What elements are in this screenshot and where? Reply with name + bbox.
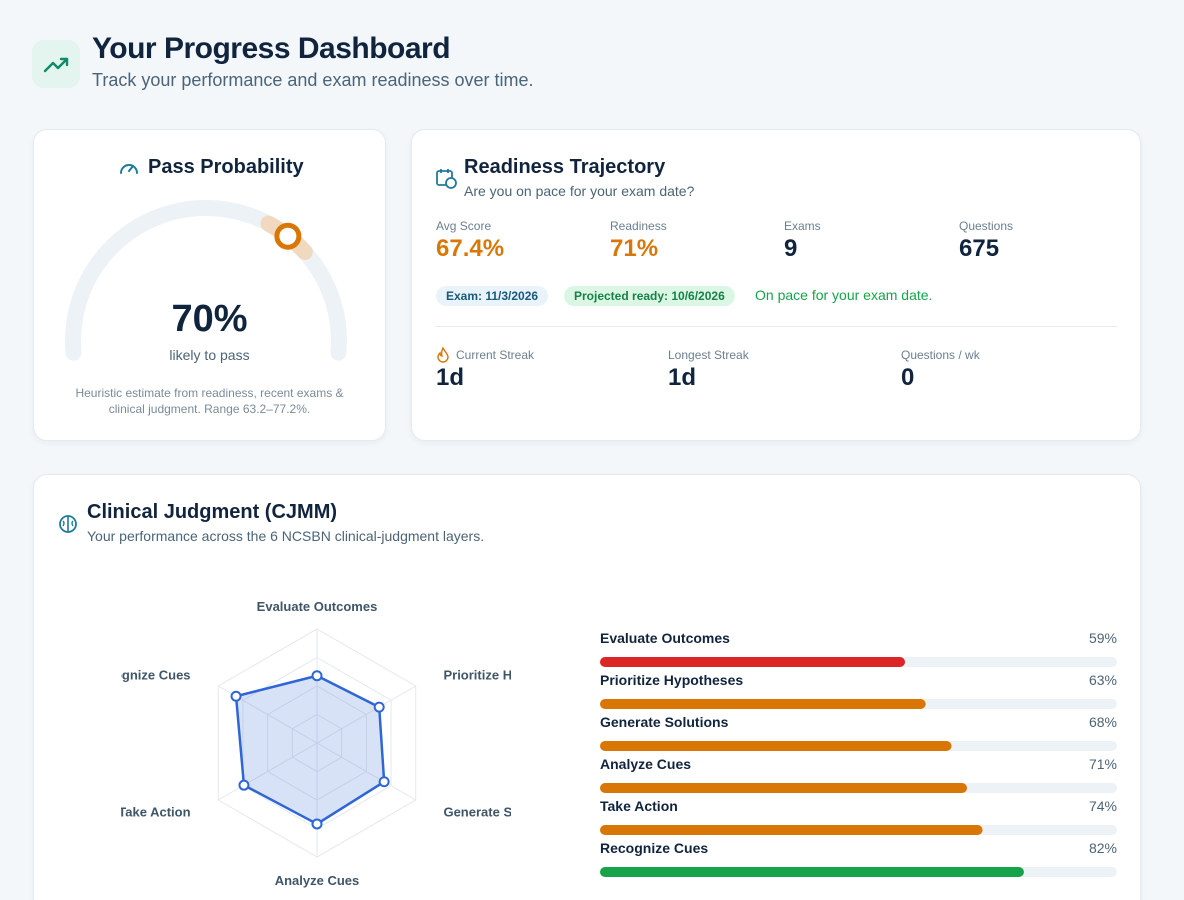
stat-label: Questions xyxy=(959,219,1014,233)
divider xyxy=(436,326,1117,327)
streak-label: Longest Streak xyxy=(668,348,749,362)
bar-label: Take Action xyxy=(600,798,678,814)
streak-value: 1d xyxy=(668,364,697,391)
radar-label: Analyze Cues xyxy=(275,873,360,888)
gauge-marker xyxy=(274,222,302,250)
stat-value: 675 xyxy=(959,235,1000,262)
radar-area xyxy=(234,674,386,826)
stat-label: Exams xyxy=(784,219,821,233)
radar-label: Generate Solutions xyxy=(443,804,511,819)
gauge-note: Heuristic estimate from readiness, recen… xyxy=(75,386,344,416)
bar-value-label: 63% xyxy=(1089,672,1117,688)
streak-label: Current Streak xyxy=(456,348,535,362)
radar-point xyxy=(311,670,323,682)
radar-point xyxy=(373,701,385,713)
bar-list: Evaluate Outcomes 59% Prioritize Hypothese… xyxy=(600,630,1117,877)
bar-label: Prioritize Hypotheses xyxy=(600,672,743,688)
bar-label: Generate Solutions xyxy=(600,714,729,730)
stat-value: 71% xyxy=(610,235,659,262)
bar xyxy=(600,657,906,667)
exam-badge: Exam: 11/3/2026 xyxy=(436,286,549,306)
gauge xyxy=(65,200,347,361)
radar-point xyxy=(378,776,390,788)
radar-spoke xyxy=(316,685,416,744)
bar-label: Analyze Cues xyxy=(600,756,691,772)
card-title: Clinical Judgment (CJMM) xyxy=(87,501,338,523)
trend-icon xyxy=(43,57,69,73)
gauge-caption: likely to pass xyxy=(169,347,250,363)
stat-label: Avg Score xyxy=(436,219,492,233)
card-title: Readiness Trajectory xyxy=(464,156,666,178)
streak-value: 1d xyxy=(436,364,465,391)
brain-icon xyxy=(59,515,77,533)
radar-label: Take Action xyxy=(121,804,191,819)
status-text: On pace for your exam date. xyxy=(755,287,933,303)
bar xyxy=(600,699,926,709)
radar-label: Evaluate Outcomes xyxy=(257,599,378,614)
card-subtitle: Are you on pace for your exam date? xyxy=(464,183,695,199)
cjmm-card: Clinical Judgment (CJMM) Your performanc… xyxy=(33,474,1141,900)
radar-chart: Evaluate Outcomes Prioritize Hypotheses Ge… xyxy=(121,599,511,888)
radar-label: Prioritize Hypotheses xyxy=(443,668,511,683)
radar-label: Recognize Cues xyxy=(121,668,191,683)
header-icon xyxy=(32,40,80,88)
gauge-icon xyxy=(120,164,138,174)
projected-badge: Projected ready: 10/6/2026 xyxy=(564,286,735,306)
streak-value: 0 xyxy=(901,364,915,391)
bar-value-label: 74% xyxy=(1089,798,1117,814)
pass-card: Pass Probability 70% likely to pass Heur… xyxy=(33,129,386,441)
radar-spoke xyxy=(316,742,416,801)
bar xyxy=(600,783,968,793)
readiness-card: Readiness Trajectory Are you on pace for… xyxy=(411,129,1141,441)
radar-point xyxy=(238,779,250,791)
page-subtitle: Track your performance and exam readines… xyxy=(92,70,534,90)
bar xyxy=(600,867,1024,877)
radar-point xyxy=(311,818,323,830)
bar xyxy=(600,741,952,751)
bar-value-label: 68% xyxy=(1089,714,1117,730)
stat-value: 9 xyxy=(784,235,798,262)
flame-icon xyxy=(437,347,449,363)
card-subtitle: Your performance across the 6 NCSBN clin… xyxy=(87,528,485,544)
bar-label: Recognize Cues xyxy=(600,840,708,856)
card-title: Pass Probability xyxy=(148,156,304,178)
page-title: Your Progress Dashboard xyxy=(92,32,451,65)
stat-value: 67.4% xyxy=(436,235,505,262)
radar-spoke xyxy=(218,742,318,801)
streak-label: Questions / wk xyxy=(901,348,980,362)
bar-label: Evaluate Outcomes xyxy=(600,630,730,646)
bar-value-label: 82% xyxy=(1089,840,1117,856)
stat-label: Readiness xyxy=(610,219,667,233)
bar-value-label: 59% xyxy=(1089,630,1117,646)
gauge-track xyxy=(65,200,347,361)
calendar-icon xyxy=(436,169,457,189)
gauge-value: 70% xyxy=(171,298,248,340)
bar-value-label: 71% xyxy=(1089,756,1117,772)
bar xyxy=(600,825,983,835)
radar-point xyxy=(230,690,242,702)
